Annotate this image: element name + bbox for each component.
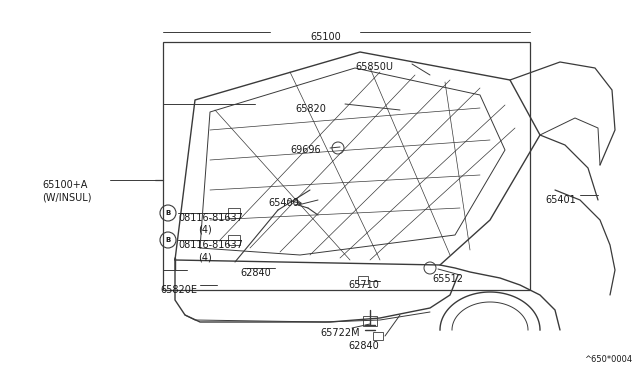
- Text: 65401: 65401: [545, 195, 576, 205]
- Bar: [228, 208, 240, 218]
- Text: 65512: 65512: [432, 274, 463, 284]
- Text: B: B: [165, 210, 171, 216]
- Text: (W/INSUL): (W/INSUL): [42, 192, 92, 202]
- Text: (4): (4): [198, 252, 212, 262]
- Text: 65722M: 65722M: [320, 328, 360, 338]
- Bar: [163, 42, 530, 290]
- Text: (4): (4): [198, 225, 212, 235]
- Text: B: B: [165, 237, 171, 243]
- Text: 65100: 65100: [310, 32, 340, 42]
- Text: 65850U: 65850U: [355, 62, 393, 72]
- Text: 69696: 69696: [290, 145, 321, 155]
- Bar: [358, 276, 368, 284]
- Text: ^650*0004: ^650*0004: [584, 355, 632, 364]
- Text: 62840: 62840: [348, 341, 379, 351]
- Text: 65820E: 65820E: [160, 285, 197, 295]
- Bar: [228, 235, 240, 245]
- Text: 65820: 65820: [295, 104, 326, 114]
- Text: 08116-81637: 08116-81637: [178, 240, 243, 250]
- Text: 62840: 62840: [240, 268, 271, 278]
- Bar: [363, 316, 377, 326]
- Bar: [373, 332, 383, 340]
- Text: 65100+A: 65100+A: [42, 180, 88, 190]
- Text: 65710: 65710: [348, 280, 379, 290]
- Text: 08116-81637: 08116-81637: [178, 213, 243, 223]
- Text: 65400: 65400: [268, 198, 299, 208]
